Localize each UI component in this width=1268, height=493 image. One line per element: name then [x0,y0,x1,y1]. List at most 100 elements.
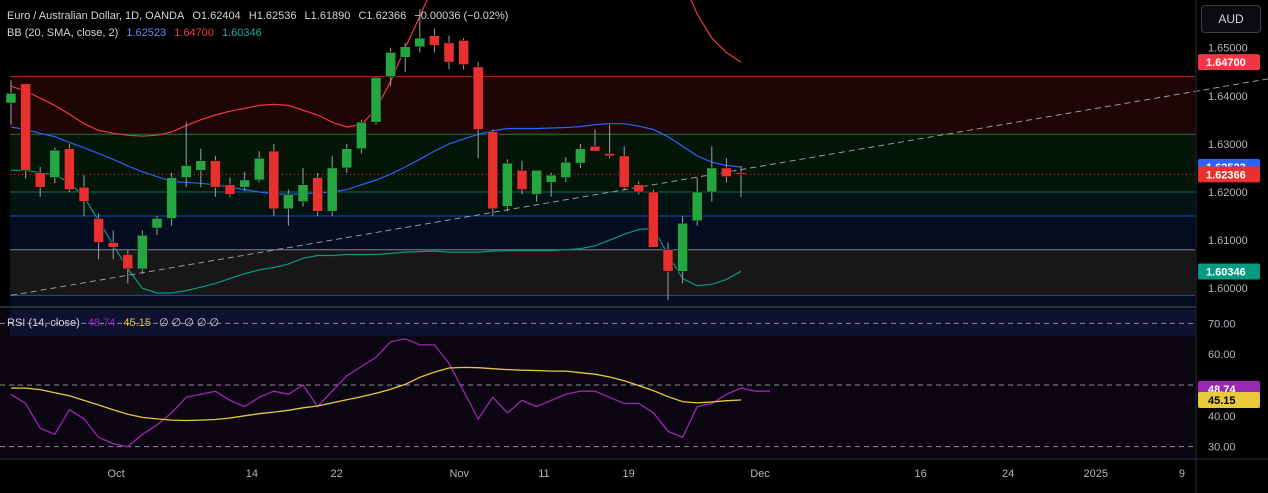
candle-body [472,66,484,130]
candle-down [458,38,469,70]
rsi-pane [0,322,1195,448]
rsi-tag-text: 45.15 [1208,395,1236,407]
candle-body [385,52,396,77]
candle-down [735,166,747,198]
rsi-line [10,338,771,448]
candle-down [34,166,46,197]
candle-body [283,194,294,210]
time-tick-label: 2025 [1084,468,1108,480]
time-tick-label: 16 [914,468,926,480]
candle-up [502,159,513,212]
time-axis[interactable]: Oct 14 22 Nov 11 19 Dec 16 24 2025 9 [108,468,1185,480]
candle-body [239,179,250,188]
bb-basis-line [10,123,742,196]
candle-up [370,76,382,125]
candle-down [589,129,601,152]
price-tag-text: 1.62366 [1206,169,1246,181]
rsi-label-tag: 45.15 [1198,391,1260,408]
ohlc-close: C1.62366 [358,10,407,22]
candle-body [195,160,207,171]
candle-down [633,181,645,195]
symbol-legend[interactable]: Euro / Australian Dollar, 1D, OANDA O1.6… [7,10,513,22]
rsi-tick-label: 70.00 [1208,318,1236,330]
trendline[interactable] [10,77,1268,296]
candle-up [49,147,61,184]
candle-body [341,148,353,169]
candle-up [297,167,309,207]
candle-down [268,143,280,217]
candle-down [648,189,659,248]
zone-band [10,134,1195,192]
price-change: −0.00036 (−0.02%) [414,10,509,22]
candle-body [34,172,46,188]
candle-up [356,119,367,154]
candle-up [166,172,177,226]
candle-down [312,172,323,217]
candle-body [735,172,747,175]
candle-up [151,216,163,236]
candle-down [78,175,90,217]
candle-up [691,177,703,226]
candle-body [137,235,148,270]
currency-button[interactable]: AUD [1201,5,1261,33]
candle-up [137,230,148,274]
candle-body [312,177,323,212]
candle-body [166,177,177,219]
candle-body [662,249,674,272]
rsi-legend[interactable]: RSI (14, close) 48.74 45.15 ∅ ∅ ∅ ∅ ∅ [7,316,224,329]
price-tick-label: 1.62000 [1208,187,1248,199]
candle-body [531,170,542,195]
candle-body [20,83,31,171]
candle-body [429,35,440,46]
candle-down [721,158,732,183]
price-label-tag: 1.64700 [1198,54,1260,71]
candle-body [487,131,499,210]
rsi-ma-line [11,366,742,422]
candle-body [370,77,382,123]
candle-body [502,162,513,207]
candle-body [78,186,90,202]
price-tick-label: 1.64000 [1208,91,1248,103]
ohlc-high: H1.62536 [248,10,297,22]
rsi-value: 48.74 [87,317,116,329]
candle-body [93,218,104,243]
rsi-ma-value: 45.15 [123,317,151,329]
candle-up [560,157,572,183]
price-axis[interactable]: 1.60000 1.61000 1.62000 1.63000 1.64000 1.650… [1198,43,1260,295]
candle-body [297,184,309,202]
candle-down [472,62,484,159]
time-tick-label: Dec [750,468,770,480]
candle-body [180,165,192,178]
candle-body [691,191,703,222]
candle-body [575,148,586,164]
candle-down [443,35,455,70]
candle-up [545,172,557,197]
candle-body [589,146,601,152]
candle-body [458,40,469,65]
bb-legend[interactable]: BB (20, SMA, close, 2) 1.62523 1.64700 1… [7,27,267,39]
candle-down [618,146,630,190]
candle-body [560,161,572,178]
bb-lower-value: 1.60346 [221,27,262,39]
candle-body [706,167,718,193]
zone-band [10,295,1195,337]
zone-band [10,216,1195,250]
candle-body [326,167,338,212]
time-tick-label: Oct [108,468,125,480]
rsi-placeholders: ∅ ∅ ∅ ∅ ∅ [159,317,220,329]
symbol-name: Euro / Australian Dollar, 1D, OANDA [7,10,185,22]
candle-body [356,121,367,149]
candle-body [443,42,455,63]
candle-body [107,242,119,248]
candle-down [64,143,75,192]
candle-body [122,254,134,270]
price-label-tag: 1.62366 [1198,166,1260,183]
rsi-label: RSI (14, close) [7,317,80,329]
candle-up [283,189,294,226]
candle-up [575,143,586,168]
time-tick-label: 24 [1002,468,1014,480]
candle-up [180,122,192,188]
candle-up [326,155,338,217]
